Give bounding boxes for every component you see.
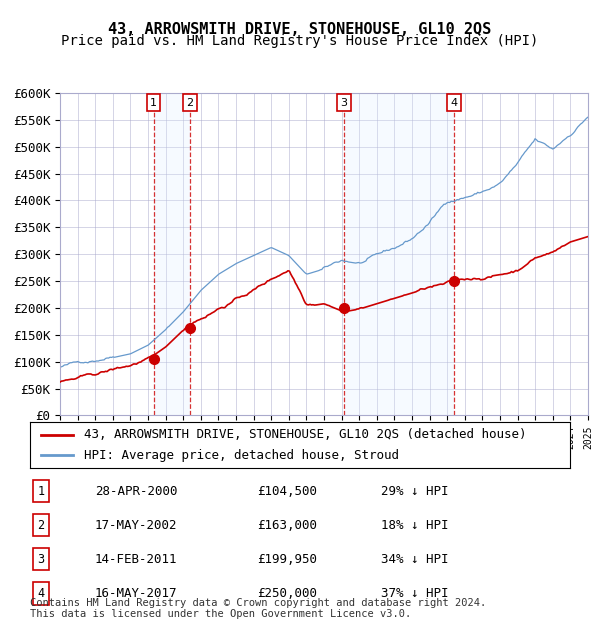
Bar xyxy=(344,93,454,415)
Text: 14-FEB-2011: 14-FEB-2011 xyxy=(95,553,178,565)
Text: 1: 1 xyxy=(150,98,157,108)
Text: 4: 4 xyxy=(37,587,44,600)
Text: £163,000: £163,000 xyxy=(257,519,317,531)
Text: 37% ↓ HPI: 37% ↓ HPI xyxy=(381,587,449,600)
Text: 18% ↓ HPI: 18% ↓ HPI xyxy=(381,519,449,531)
Text: 2: 2 xyxy=(186,98,193,108)
Text: 17-MAY-2002: 17-MAY-2002 xyxy=(95,519,178,531)
Text: 34% ↓ HPI: 34% ↓ HPI xyxy=(381,553,449,565)
Text: 16-MAY-2017: 16-MAY-2017 xyxy=(95,587,178,600)
Text: HPI: Average price, detached house, Stroud: HPI: Average price, detached house, Stro… xyxy=(84,449,399,461)
Text: 29% ↓ HPI: 29% ↓ HPI xyxy=(381,485,449,497)
Text: 2: 2 xyxy=(37,519,44,531)
Text: Price paid vs. HM Land Registry's House Price Index (HPI): Price paid vs. HM Land Registry's House … xyxy=(61,34,539,48)
Text: Contains HM Land Registry data © Crown copyright and database right 2024.
This d: Contains HM Land Registry data © Crown c… xyxy=(30,598,486,619)
Text: 3: 3 xyxy=(340,98,347,108)
Text: 28-APR-2000: 28-APR-2000 xyxy=(95,485,178,497)
Text: 4: 4 xyxy=(450,98,457,108)
Text: 43, ARROWSMITH DRIVE, STONEHOUSE, GL10 2QS: 43, ARROWSMITH DRIVE, STONEHOUSE, GL10 2… xyxy=(109,22,491,37)
Text: £199,950: £199,950 xyxy=(257,553,317,565)
Text: £250,000: £250,000 xyxy=(257,587,317,600)
Bar xyxy=(154,93,190,415)
Text: 1: 1 xyxy=(37,485,44,497)
Text: £104,500: £104,500 xyxy=(257,485,317,497)
Text: 43, ARROWSMITH DRIVE, STONEHOUSE, GL10 2QS (detached house): 43, ARROWSMITH DRIVE, STONEHOUSE, GL10 2… xyxy=(84,428,527,441)
Text: 3: 3 xyxy=(37,553,44,565)
